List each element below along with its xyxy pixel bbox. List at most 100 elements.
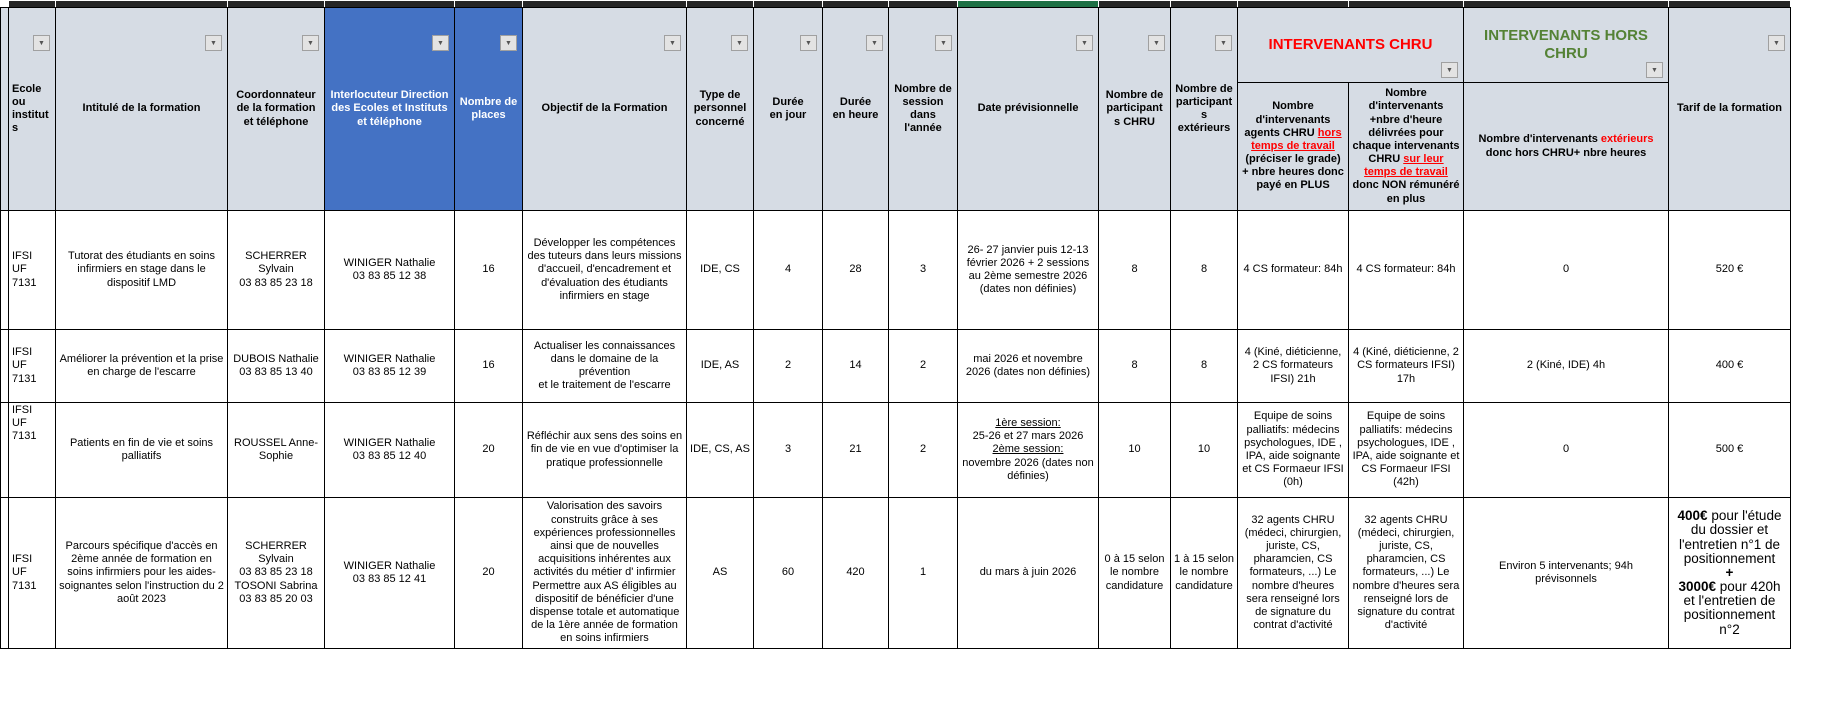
row3-ecole-cell[interactable]: IFSI UF 7131 — [8, 402, 56, 498]
row2-participants-chru-cell[interactable]: 8 — [1098, 329, 1171, 403]
row1-type-cell[interactable]: IDE, CS — [686, 210, 754, 330]
header-interlocuteur[interactable]: Interlocuteur Direction des Ecoles et In… — [324, 7, 455, 211]
filter-button[interactable]: ▼ — [302, 35, 319, 51]
row4-intitule-cell[interactable]: Parcours spécifique d'accès en 2ème anné… — [55, 497, 228, 649]
row3-type-cell[interactable]: IDE, CS, AS — [686, 402, 754, 498]
filter-button[interactable]: ▼ — [800, 35, 817, 51]
row2-objectif-cell[interactable]: Actualiser les connaissances dans le dom… — [522, 329, 687, 403]
row2-interlocuteur-cell[interactable]: WINIGER Nathalie 03 83 85 12 39 — [324, 329, 455, 403]
row3-intitule-cell[interactable]: Patients en fin de vie et soins palliati… — [55, 402, 228, 498]
header-interv-ext[interactable]: Nombre d'intervenants extérieurs donc ho… — [1463, 82, 1669, 211]
row3-tarif-cell[interactable]: 500 € — [1668, 402, 1791, 498]
row3-interlocuteur-cell[interactable]: WINIGER Nathalie 03 83 85 12 40 — [324, 402, 455, 498]
row1-interv-ext-cell[interactable]: 0 — [1463, 210, 1669, 330]
row2-interv-ext-cell[interactable]: 2 (Kiné, IDE) 4h — [1463, 329, 1669, 403]
row3-date-cell[interactable]: 1ère session: 25-26 et 27 mars 2026 2ème… — [957, 402, 1099, 498]
row1-duree-jour-cell[interactable]: 4 — [753, 210, 823, 330]
filter-button[interactable]: ▼ — [1441, 62, 1458, 78]
row4-participants-ext-cell[interactable]: 1 à 15 selon le nombre candidature — [1170, 497, 1238, 649]
row4-objectif-cell[interactable]: Valorisation des savoirs construits grâc… — [522, 497, 687, 649]
row1-objectif-cell[interactable]: Développer les compétences des tuteurs d… — [522, 210, 687, 330]
header-places[interactable]: Nombre de places ▼ — [454, 7, 523, 211]
header-duree-heure[interactable]: Durée en heure ▼ — [822, 7, 889, 211]
row1-participants-ext-cell[interactable]: 8 — [1170, 210, 1238, 330]
row4-tarif-cell[interactable]: 400€ pour l'étude du dossier et l'entret… — [1668, 497, 1791, 649]
filter-button[interactable]: ▼ — [500, 35, 517, 51]
row1-coordonnateur-cell[interactable]: SCHERRER Sylvain 03 83 85 23 18 — [227, 210, 325, 330]
row1-sessions-cell[interactable]: 3 — [888, 210, 958, 330]
row2-duree-jour-cell[interactable]: 2 — [753, 329, 823, 403]
header-objectif[interactable]: Objectif de la Formation ▼ — [522, 7, 687, 211]
filter-button[interactable]: ▼ — [205, 35, 222, 51]
row4-date-cell[interactable]: du mars à juin 2026 — [957, 497, 1099, 649]
row1-intitule-cell[interactable]: Tutorat des étudiants en soins infirmier… — [55, 210, 228, 330]
header-sessions[interactable]: Nombre de session dans l'année ▼ — [888, 7, 958, 211]
row4-type-cell[interactable]: AS — [686, 497, 754, 649]
row2-interv-chru-temps-cell[interactable]: 4 (Kiné, diéticienne, 2 CS formateurs IF… — [1348, 329, 1464, 403]
row2-intitule-cell[interactable]: Améliorer la prévention et la prise en c… — [55, 329, 228, 403]
row3-interv-ext-cell[interactable]: 0 — [1463, 402, 1669, 498]
filter-button[interactable]: ▼ — [1076, 35, 1093, 51]
header-group-intervenants-hors-chru[interactable]: INTERVENANTS HORS CHRU ▼ — [1463, 7, 1669, 83]
row3-sessions-cell[interactable]: 2 — [888, 402, 958, 498]
filter-button[interactable]: ▼ — [1148, 35, 1165, 51]
row1-date-cell[interactable]: 26- 27 janvier puis 12-13 février 2026 +… — [957, 210, 1099, 330]
row2-participants-ext-cell[interactable]: 8 — [1170, 329, 1238, 403]
row1-interv-chru-paye-cell[interactable]: 4 CS formateur: 84h — [1237, 210, 1349, 330]
header-interv-chru-paye[interactable]: Nombre d'intervenants agents CHRU hors t… — [1237, 82, 1349, 211]
row4-participants-chru-cell[interactable]: 0 à 15 selon le nombre candidature — [1098, 497, 1171, 649]
row4-interv-chru-temps-cell[interactable]: 32 agents CHRU (médeci, chirurgien, juri… — [1348, 497, 1464, 649]
header-group-intervenants-chru[interactable]: INTERVENANTS CHRU ▼ — [1237, 7, 1464, 83]
row2-places-cell[interactable]: 16 — [454, 329, 523, 403]
header-type-personnel[interactable]: Type de personnel concerné ▼ — [686, 7, 754, 211]
filter-button[interactable]: ▼ — [1646, 62, 1663, 78]
header-interv-chru-temps[interactable]: Nombre d'intervenants +nbre d'heure déli… — [1348, 82, 1464, 211]
header-duree-jour[interactable]: Durée en jour ▼ — [753, 7, 823, 211]
row3-interv-chru-temps-cell[interactable]: Equipe de soins palliatifs: médecins psy… — [1348, 402, 1464, 498]
row1-duree-heure-cell[interactable]: 28 — [822, 210, 889, 330]
row1-tarif-cell[interactable]: 520 € — [1668, 210, 1791, 330]
header-ecole[interactable]: Ecole ou instituts ▼ — [8, 7, 56, 211]
header-intitule[interactable]: Intitulé de la formation ▼ — [55, 7, 228, 211]
row4-interv-ext-cell[interactable]: Environ 5 intervenants; 94h prévisonnels — [1463, 497, 1669, 649]
filter-button[interactable]: ▼ — [935, 35, 952, 51]
row2-type-cell[interactable]: IDE, AS — [686, 329, 754, 403]
row3-objectif-cell[interactable]: Réfléchir aux sens des soins en fin de v… — [522, 402, 687, 498]
header-coordonnateur[interactable]: Coordonnateur de la formation et télépho… — [227, 7, 325, 211]
row4-interlocuteur-cell[interactable]: WINIGER Nathalie 03 83 85 12 41 — [324, 497, 455, 649]
row2-sessions-cell[interactable]: 2 — [888, 329, 958, 403]
row1-interv-chru-temps-cell[interactable]: 4 CS formateur: 84h — [1348, 210, 1464, 330]
row4-sessions-cell[interactable]: 1 — [888, 497, 958, 649]
row3-coordonnateur-cell[interactable]: ROUSSEL Anne-Sophie — [227, 402, 325, 498]
row2-ecole-cell[interactable]: IFSI UF 7131 — [8, 329, 56, 403]
filter-button[interactable]: ▼ — [1768, 35, 1785, 51]
row2-date-cell[interactable]: mai 2026 et novembre 2026 (dates non déf… — [957, 329, 1099, 403]
row1-places-cell[interactable]: 16 — [454, 210, 523, 330]
row2-tarif-cell[interactable]: 400 € — [1668, 329, 1791, 403]
row3-participants-ext-cell[interactable]: 10 — [1170, 402, 1238, 498]
filter-button[interactable]: ▼ — [432, 35, 449, 51]
row4-coordonnateur-cell[interactable]: SCHERRER Sylvain 03 83 85 23 18 TOSONI S… — [227, 497, 325, 649]
row3-duree-jour-cell[interactable]: 3 — [753, 402, 823, 498]
row4-duree-heure-cell[interactable]: 420 — [822, 497, 889, 649]
row4-places-cell[interactable]: 20 — [454, 497, 523, 649]
row4-interv-chru-paye-cell[interactable]: 32 agents CHRU (médeci, chirurgien, juri… — [1237, 497, 1349, 649]
row1-ecole-cell[interactable]: IFSI UF 7131 — [8, 210, 56, 330]
row2-coordonnateur-cell[interactable]: DUBOIS Nathalie 03 83 85 13 40 — [227, 329, 325, 403]
header-tarif[interactable]: Tarif de la formation ▼ — [1668, 7, 1791, 211]
row3-participants-chru-cell[interactable]: 10 — [1098, 402, 1171, 498]
header-date[interactable]: Date prévisionnelle ▼ — [957, 7, 1099, 211]
filter-button[interactable]: ▼ — [1215, 35, 1232, 51]
row3-duree-heure-cell[interactable]: 21 — [822, 402, 889, 498]
filter-button[interactable]: ▼ — [33, 35, 50, 51]
row3-interv-chru-paye-cell[interactable]: Equipe de soins palliatifs: médecins psy… — [1237, 402, 1349, 498]
filter-button[interactable]: ▼ — [866, 35, 883, 51]
header-participants-chru[interactable]: Nombre de participant s CHRU ▼ — [1098, 7, 1171, 211]
filter-button[interactable]: ▼ — [731, 35, 748, 51]
row4-duree-jour-cell[interactable]: 60 — [753, 497, 823, 649]
row2-duree-heure-cell[interactable]: 14 — [822, 329, 889, 403]
row2-interv-chru-paye-cell[interactable]: 4 (Kiné, diéticienne, 2 CS formateurs IF… — [1237, 329, 1349, 403]
row4-ecole-cell[interactable]: IFSI UF 7131 — [8, 497, 56, 649]
row3-places-cell[interactable]: 20 — [454, 402, 523, 498]
row1-interlocuteur-cell[interactable]: WINIGER Nathalie 03 83 85 12 38 — [324, 210, 455, 330]
